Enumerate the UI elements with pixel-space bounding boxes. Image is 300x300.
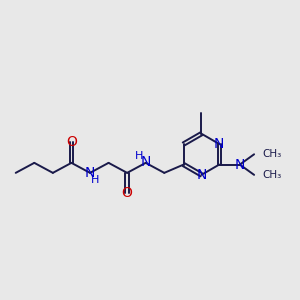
Text: CH₃: CH₃ [262,149,281,159]
Text: N: N [235,158,245,172]
Text: H: H [135,151,144,161]
Text: N: N [214,137,224,151]
Text: N: N [196,168,207,182]
Text: H: H [91,175,99,185]
Text: CH₃: CH₃ [262,170,281,180]
Text: N: N [140,155,151,169]
Text: O: O [66,135,77,149]
Text: O: O [122,186,133,200]
Text: N: N [84,167,94,180]
